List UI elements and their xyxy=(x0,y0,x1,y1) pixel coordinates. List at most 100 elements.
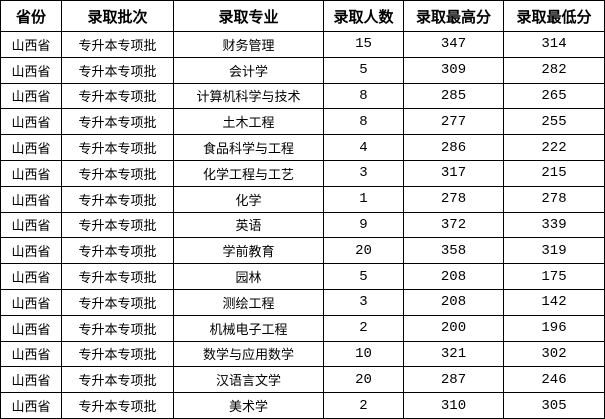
cell-max-score: 277 xyxy=(403,108,504,136)
cell-max-score: 208 xyxy=(403,263,504,290)
cell-max-score: 287 xyxy=(403,366,504,394)
cell-admitted-count: 5 xyxy=(323,56,404,84)
cell-batch: 专升本专项批 xyxy=(61,159,174,187)
cell-province: 山西省 xyxy=(0,31,62,58)
cell-major: 食品科学与工程 xyxy=(173,134,324,161)
cell-admitted-count: 9 xyxy=(323,211,404,239)
cell-batch: 专升本专项批 xyxy=(61,82,174,110)
cell-batch: 专升本专项批 xyxy=(61,108,174,136)
cell-min-score: 215 xyxy=(503,159,605,187)
cell-max-score: 286 xyxy=(403,134,504,161)
cell-max-score: 321 xyxy=(403,340,504,368)
cell-admitted-count: 2 xyxy=(323,392,404,419)
table-row: 山西省 专升本专项批 食品科学与工程 4 286 222 xyxy=(0,134,605,161)
table-row: 山西省 专升本专项批 化学 1 278 278 xyxy=(0,185,605,213)
cell-max-score: 200 xyxy=(403,314,504,342)
cell-max-score: 317 xyxy=(403,159,504,187)
table-row: 山西省 专升本专项批 园林 5 208 175 xyxy=(0,263,605,290)
cell-min-score: 222 xyxy=(503,134,605,161)
cell-major: 化学工程与工艺 xyxy=(173,159,324,187)
table-row: 山西省 专升本专项批 财务管理 15 347 314 xyxy=(0,31,605,58)
cell-major: 化学 xyxy=(173,185,324,213)
table-row: 山西省 专升本专项批 测绘工程 3 208 142 xyxy=(0,288,605,316)
cell-min-score: 142 xyxy=(503,288,605,316)
cell-admitted-count: 3 xyxy=(323,288,404,316)
table-row: 山西省 专升本专项批 化学工程与工艺 3 317 215 xyxy=(0,159,605,187)
table-row: 山西省 专升本专项批 计算机科学与技术 8 285 265 xyxy=(0,82,605,110)
cell-major: 会计学 xyxy=(173,56,324,84)
cell-major: 土木工程 xyxy=(173,108,324,136)
cell-batch: 专升本专项批 xyxy=(61,263,174,290)
cell-province: 山西省 xyxy=(0,211,62,239)
table-row: 山西省 专升本专项批 会计学 5 309 282 xyxy=(0,56,605,84)
cell-min-score: 339 xyxy=(503,211,605,239)
cell-province: 山西省 xyxy=(0,185,62,213)
cell-admitted-count: 5 xyxy=(323,263,404,290)
cell-min-score: 196 xyxy=(503,314,605,342)
cell-province: 山西省 xyxy=(0,82,62,110)
header-row: 省份 录取批次 录取专业 录取人数 录取最高分 录取最低分 xyxy=(0,0,605,32)
cell-major: 机械电子工程 xyxy=(173,314,324,342)
cell-major: 测绘工程 xyxy=(173,288,324,316)
cell-major: 计算机科学与技术 xyxy=(173,82,324,110)
table-row: 山西省 专升本专项批 英语 9 372 339 xyxy=(0,211,605,239)
cell-batch: 专升本专项批 xyxy=(61,134,174,161)
cell-admitted-count: 20 xyxy=(323,366,404,394)
cell-province: 山西省 xyxy=(0,392,62,419)
cell-max-score: 358 xyxy=(403,237,504,265)
cell-province: 山西省 xyxy=(0,366,62,394)
cell-province: 山西省 xyxy=(0,134,62,161)
cell-admitted-count: 1 xyxy=(323,185,404,213)
cell-min-score: 305 xyxy=(503,392,605,419)
cell-min-score: 282 xyxy=(503,56,605,84)
cell-admitted-count: 20 xyxy=(323,237,404,265)
cell-batch: 专升本专项批 xyxy=(61,185,174,213)
cell-major: 汉语言文学 xyxy=(173,366,324,394)
cell-min-score: 319 xyxy=(503,237,605,265)
table-row: 山西省 专升本专项批 数学与应用数学 10 321 302 xyxy=(0,340,605,368)
cell-min-score: 246 xyxy=(503,366,605,394)
cell-min-score: 302 xyxy=(503,340,605,368)
cell-batch: 专升本专项批 xyxy=(61,31,174,58)
cell-min-score: 175 xyxy=(503,263,605,290)
cell-batch: 专升本专项批 xyxy=(61,56,174,84)
cell-major: 财务管理 xyxy=(173,31,324,58)
cell-max-score: 278 xyxy=(403,185,504,213)
column-header-major: 录取专业 xyxy=(173,0,324,32)
cell-max-score: 310 xyxy=(403,392,504,419)
cell-major: 数学与应用数学 xyxy=(173,340,324,368)
cell-batch: 专升本专项批 xyxy=(61,366,174,394)
cell-admitted-count: 10 xyxy=(323,340,404,368)
column-header-min-score: 录取最低分 xyxy=(503,0,605,32)
cell-batch: 专升本专项批 xyxy=(61,314,174,342)
table-row: 山西省 专升本专项批 学前教育 20 358 319 xyxy=(0,237,605,265)
table-row: 山西省 专升本专项批 汉语言文学 20 287 246 xyxy=(0,366,605,394)
cell-major: 学前教育 xyxy=(173,237,324,265)
cell-province: 山西省 xyxy=(0,159,62,187)
table-body: 山西省 专升本专项批 财务管理 15 347 314 山西省 专升本专项批 会计学 5 309 282… xyxy=(0,31,605,419)
cell-province: 山西省 xyxy=(0,263,62,290)
cell-max-score: 285 xyxy=(403,82,504,110)
cell-max-score: 309 xyxy=(403,56,504,84)
cell-province: 山西省 xyxy=(0,237,62,265)
table-row: 山西省 专升本专项批 土木工程 8 277 255 xyxy=(0,108,605,136)
cell-major: 园林 xyxy=(173,263,324,290)
cell-batch: 专升本专项批 xyxy=(61,211,174,239)
table-row: 山西省 专升本专项批 机械电子工程 2 200 196 xyxy=(0,314,605,342)
cell-max-score: 347 xyxy=(403,31,504,58)
column-header-admitted-count: 录取人数 xyxy=(323,0,404,32)
cell-min-score: 278 xyxy=(503,185,605,213)
cell-admitted-count: 2 xyxy=(323,314,404,342)
cell-min-score: 314 xyxy=(503,31,605,58)
table-row: 山西省 专升本专项批 美术学 2 310 305 xyxy=(0,392,605,419)
cell-province: 山西省 xyxy=(0,314,62,342)
cell-batch: 专升本专项批 xyxy=(61,340,174,368)
cell-batch: 专升本专项批 xyxy=(61,237,174,265)
cell-admitted-count: 15 xyxy=(323,31,404,58)
cell-province: 山西省 xyxy=(0,108,62,136)
cell-max-score: 372 xyxy=(403,211,504,239)
cell-max-score: 208 xyxy=(403,288,504,316)
column-header-batch: 录取批次 xyxy=(61,0,174,32)
cell-major: 美术学 xyxy=(173,392,324,419)
